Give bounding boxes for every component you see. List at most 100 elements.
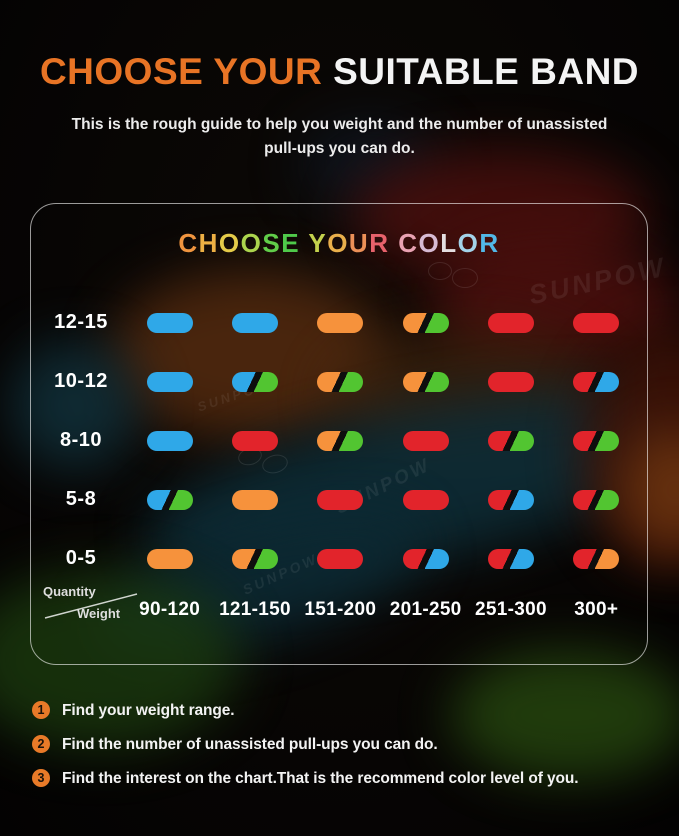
page-title-rest: SUITABLE BAND (322, 51, 640, 92)
chart-cell (298, 548, 383, 569)
step-number-badge: 1 (32, 701, 50, 719)
band-color-chart: 12-15 10-12 8-10 5-8 0-5 (35, 293, 639, 588)
band-pill-orange-green (402, 312, 449, 333)
panel-title-letter: O (240, 228, 263, 258)
band-pill-blue-green (231, 371, 278, 392)
step-number-badge: 3 (32, 769, 50, 787)
weight-range-label: 300+ (574, 599, 619, 620)
panel-title-letter: R (479, 228, 500, 258)
chart-cell (212, 312, 297, 333)
band-pill-red (231, 430, 278, 451)
chart-cell (383, 548, 468, 569)
panel-title-letter: O (418, 228, 441, 258)
chart-cell (383, 312, 468, 333)
step-text: Find your weight range. (62, 702, 235, 719)
chart-cell (554, 430, 639, 451)
band-pill-red-green (573, 430, 620, 451)
chart-cell (298, 489, 383, 510)
band-photo-blob (450, 650, 679, 780)
band-pill-red (317, 489, 364, 510)
band-pill-orange (317, 312, 364, 333)
chart-cell (212, 371, 297, 392)
chart-cell (554, 371, 639, 392)
band-pill-blue (231, 312, 278, 333)
weight-range-label: 151-200 (304, 599, 377, 620)
step-text: Find the number of unassisted pull-ups y… (62, 736, 438, 753)
chart-cell (127, 371, 212, 392)
chart-row: 10-12 (35, 352, 639, 411)
weight-range-label: 201-250 (389, 599, 462, 620)
panel-title-letter (389, 228, 398, 258)
chart-cell (383, 489, 468, 510)
chart-cell (127, 489, 212, 510)
band-pill-blue (146, 430, 193, 451)
chart-row: 5-8 (35, 470, 639, 529)
band-pill-red-blue (402, 548, 449, 569)
page-subtitle: This is the rough guide to help you weig… (20, 113, 660, 161)
step-number-badge: 2 (32, 735, 50, 753)
page-title-accent: CHOOSE YOUR (39, 51, 323, 92)
panel-title-letter: O (327, 228, 349, 258)
chart-cell (298, 312, 383, 333)
header: CHOOSE YOUR SUITABLE BAND This is the ro… (0, 0, 679, 161)
chart-cell (468, 312, 553, 333)
instruction-step: 2 Find the number of unassisted pull-ups … (32, 734, 672, 755)
panel-title-letter: C (398, 228, 419, 258)
instruction-step: 3 Find the interest on the chart.That is … (32, 768, 672, 789)
band-pill-red-blue (487, 489, 534, 510)
color-chart-panel: CHOOSE YOUR COLOR 12-15 10-12 8-10 5-8 0-5 Q… (30, 203, 648, 665)
panel-title-letter: E (281, 228, 301, 258)
band-pill-red-blue (487, 548, 534, 569)
logo-rings-icon (452, 268, 478, 288)
instruction-step: 1 Find your weight range. (32, 700, 672, 721)
instructions-list: 1 Find your weight range. 2 Find the number… (32, 700, 672, 802)
pullups-range-label: 5-8 (65, 488, 97, 510)
band-pill-orange-green (317, 371, 364, 392)
weight-range-label: 251-300 (475, 599, 547, 620)
subtitle-line-2: pull-ups you can do. (264, 139, 415, 157)
band-pill-red (487, 371, 534, 392)
weight-columns-row: 90-120 121-150 151-200 201-250 251-300 300+ (35, 596, 639, 624)
chart-cell (127, 312, 212, 333)
band-pill-red (402, 430, 449, 451)
panel-title-letter: R (369, 228, 390, 258)
band-pill-red-green (487, 430, 534, 451)
band-pill-orange-green (402, 371, 449, 392)
band-pill-blue (146, 312, 193, 333)
chart-cell (468, 430, 553, 451)
panel-title-letter: H (198, 228, 219, 258)
band-pill-blue (146, 371, 193, 392)
band-pill-red-green (573, 489, 620, 510)
page-title: CHOOSE YOUR SUITABLE BAND (0, 0, 679, 93)
band-pill-orange-green (317, 430, 364, 451)
band-pill-red (402, 489, 449, 510)
chart-row: 12-15 (35, 293, 639, 352)
band-pill-orange (231, 489, 278, 510)
pullups-range-label: 10-12 (54, 370, 108, 392)
logo-rings-icon (428, 262, 452, 280)
chart-cell (298, 430, 383, 451)
step-text: Find the interest on the chart.That is t… (62, 770, 579, 787)
panel-title-letter: O (218, 228, 241, 258)
weight-column-labels: 90-120 121-150 151-200 201-250 251-300 300+ (127, 599, 639, 621)
band-pill-red-blue (573, 371, 620, 392)
band-pill-red (573, 312, 620, 333)
band-pill-orange-green (231, 548, 278, 569)
chart-cell (554, 489, 639, 510)
chart-cell (127, 430, 212, 451)
chart-cell (468, 489, 553, 510)
axis-corner-label: Quantity Weight (37, 582, 163, 628)
chart-cell (212, 489, 297, 510)
chart-cell (468, 371, 553, 392)
weight-range-label: 121-150 (219, 599, 291, 620)
band-pill-blue-green (146, 489, 193, 510)
chart-cell (127, 548, 212, 569)
band-photo-blob (10, 340, 140, 470)
panel-title: CHOOSE YOUR COLOR (31, 228, 647, 259)
chart-cell (383, 430, 468, 451)
pullups-range-label: 8-10 (59, 429, 103, 451)
weight-range-label: 90-120 (139, 599, 201, 620)
band-pill-red (487, 312, 534, 333)
chart-cell (298, 371, 383, 392)
band-pill-orange (146, 548, 193, 569)
